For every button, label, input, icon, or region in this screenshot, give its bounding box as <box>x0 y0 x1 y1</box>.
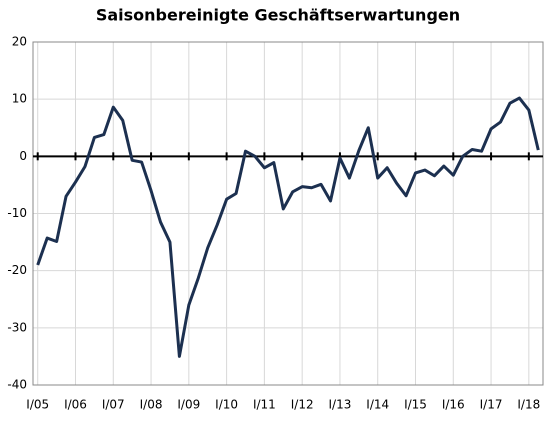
x-tick-label: I/07 <box>102 398 125 412</box>
y-tick-label: 0 <box>19 149 27 163</box>
y-tick-label: -40 <box>7 378 27 392</box>
x-tick-label: I/05 <box>26 398 49 412</box>
x-tick-label: I/15 <box>404 398 427 412</box>
x-tick-label: I/10 <box>215 398 238 412</box>
x-tick-label: I/06 <box>64 398 87 412</box>
x-tick-label: I/13 <box>329 398 352 412</box>
series-line <box>36 96 540 358</box>
y-tick-label: 20 <box>12 35 27 49</box>
plot-frame <box>32 41 544 386</box>
x-tick-label: I/09 <box>177 398 200 412</box>
x-tick-label: I/17 <box>480 398 503 412</box>
y-tick-label: 10 <box>12 92 27 106</box>
chart-title: Saisonbereinigte Geschäftserwartungen <box>96 6 460 25</box>
x-tick-label: I/18 <box>517 398 540 412</box>
x-tick-label: I/11 <box>253 398 276 412</box>
y-tick-label: -30 <box>7 320 27 334</box>
x-tick-label: I/14 <box>366 398 389 412</box>
y-tick-label: -20 <box>7 263 27 277</box>
x-tick-label: I/08 <box>140 398 163 412</box>
x-tick-label: I/16 <box>442 398 465 412</box>
y-tick-label: -10 <box>7 206 27 220</box>
x-tick-label: I/12 <box>291 398 314 412</box>
